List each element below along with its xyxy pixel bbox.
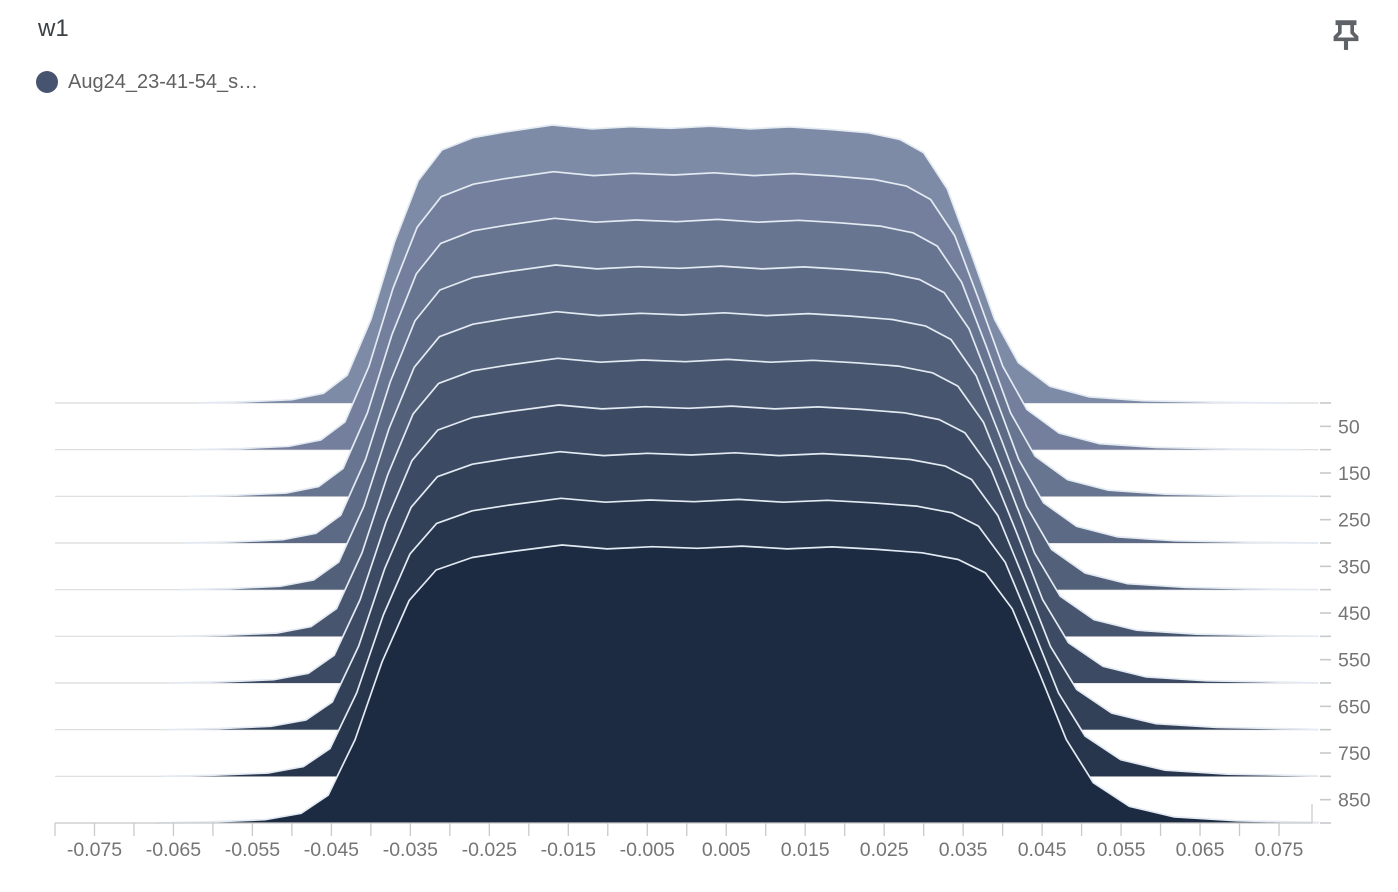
step-axis-label: 250 [1338, 510, 1371, 532]
histogram-ridge-outline [183, 264, 1319, 544]
x-axis-label: 0.025 [860, 839, 909, 861]
x-axis-label: -0.005 [620, 839, 675, 861]
histogram-ridge-step-900[interactable] [157, 545, 1319, 823]
legend-item-run[interactable]: Aug24_23-41-54_s… [36, 68, 258, 96]
step-axis-label: 150 [1338, 463, 1371, 485]
x-axis-label: 0.045 [1018, 839, 1067, 861]
histogram-ridge-outline [197, 124, 1287, 404]
x-axis-label: -0.065 [146, 839, 201, 861]
x-axis-label: 0.005 [702, 839, 751, 861]
legend-run-label: Aug24_23-41-54_s… [68, 71, 259, 93]
x-axis-label: -0.015 [541, 839, 596, 861]
histogram-ridge-outline [174, 357, 1319, 638]
step-axis-label: 750 [1338, 743, 1371, 765]
histogram-ridge-outline [192, 170, 1300, 451]
push-pin-icon [1333, 20, 1359, 50]
pin-button[interactable] [1324, 14, 1368, 58]
step-axis-label: 450 [1338, 603, 1371, 625]
x-axis-label: 0.035 [939, 839, 988, 861]
x-axis-label: 0.075 [1255, 839, 1304, 861]
histogram-ridge-outline [188, 217, 1312, 498]
step-axis-label: 650 [1338, 696, 1371, 718]
step-axis-label: 550 [1338, 650, 1371, 672]
legend-run-dot [36, 71, 58, 93]
card-header: w1 [38, 14, 1368, 58]
x-axis-label: 0.015 [781, 839, 830, 861]
histogram-ridge-outline [165, 450, 1319, 731]
x-axis-label: -0.075 [67, 839, 122, 861]
x-axis-label: -0.025 [462, 839, 517, 861]
x-axis-label: 0.065 [1176, 839, 1225, 861]
chart-title: w1 [38, 15, 69, 42]
histogram-ridge-outline [161, 497, 1319, 778]
x-axis-label: -0.055 [225, 839, 280, 861]
histogram-ridge-outline [179, 310, 1319, 591]
step-axis-label: 350 [1338, 556, 1371, 578]
x-axis-label: -0.045 [304, 839, 359, 861]
step-axis-label: 850 [1338, 790, 1371, 812]
x-axis-label: -0.035 [383, 839, 438, 861]
x-axis-label: 0.055 [1097, 839, 1146, 861]
histogram-ridge-outline [170, 404, 1319, 684]
histogram-ridge-outline [156, 544, 1320, 824]
step-axis-label: 50 [1338, 416, 1360, 438]
